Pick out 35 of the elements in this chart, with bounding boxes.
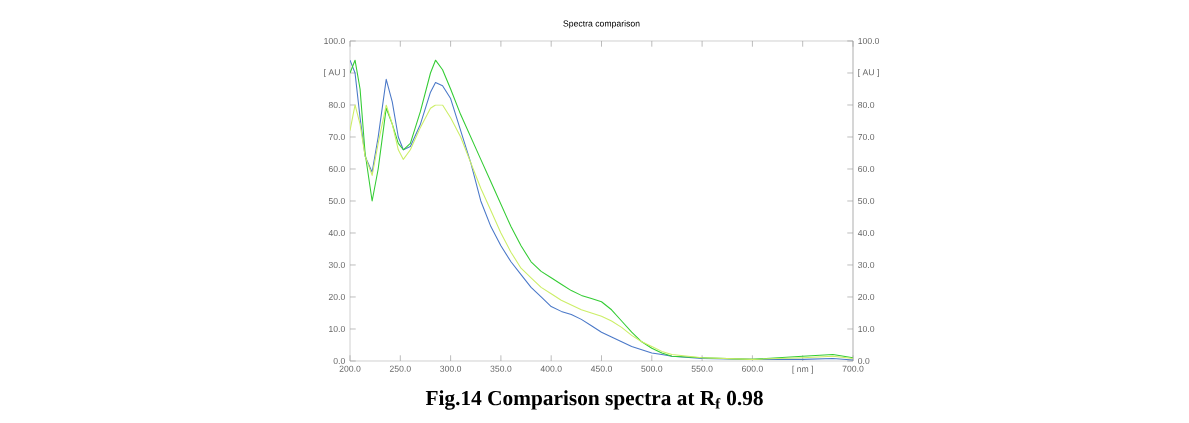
y2-tick-label: 20.0 [858,293,875,301]
y2-tick-label: 10.0 [858,325,875,333]
y2-tick-label: [ AU ] [858,68,879,78]
x-tick-label: 450.0 [590,365,612,372]
x-tick-label: 400.0 [540,365,562,372]
y-tick-label: 10.0 [329,325,345,333]
y-tick-label: 50.0 [328,197,345,205]
x-tick-label: 350.0 [490,365,512,372]
y-tick-label: 100.0 [324,37,345,45]
y2-tick-label: 30.0 [858,261,875,269]
x-tick-label: 500.0 [641,365,663,372]
text: Fig.14 Comparison spectra at R$_{f}$ 0.98 [425,390,763,410]
x-tick-label: 200.0 [339,365,361,372]
y-tick-label: [ AU ] [324,68,345,78]
x-tick-label: 300.0 [440,365,462,372]
x-tick-label: 700.0 [842,365,864,372]
x-tick-label: [ nm ] [792,365,813,374]
y2-tick-label: 0.0 [858,357,870,365]
y2-tick-label: 100.0 [858,37,880,45]
y-tick-label: 60.0 [328,165,345,173]
x-tick-label: 600.0 [741,365,763,372]
x-tick-label: 250.0 [389,365,411,372]
y-tick-label: 70.0 [328,133,345,141]
chart-title: Spectra comparison [563,20,640,29]
y2-tick-label: 40.0 [857,229,875,237]
y-tick-label: 40.0 [328,229,345,237]
y-tick-label: 30.0 [328,261,345,269]
y2-tick-label: 60.0 [858,165,875,173]
y-tick-label: 20.0 [328,293,345,301]
y2-tick-label: 80.0 [858,101,875,109]
y-tick-label: 80.0 [328,101,345,109]
y-tick-label: 0.0 [333,357,345,365]
x-tick-label: 550.0 [691,365,713,372]
y2-tick-label: 70.0 [858,133,875,141]
y2-tick-label: 50.0 [858,197,875,205]
